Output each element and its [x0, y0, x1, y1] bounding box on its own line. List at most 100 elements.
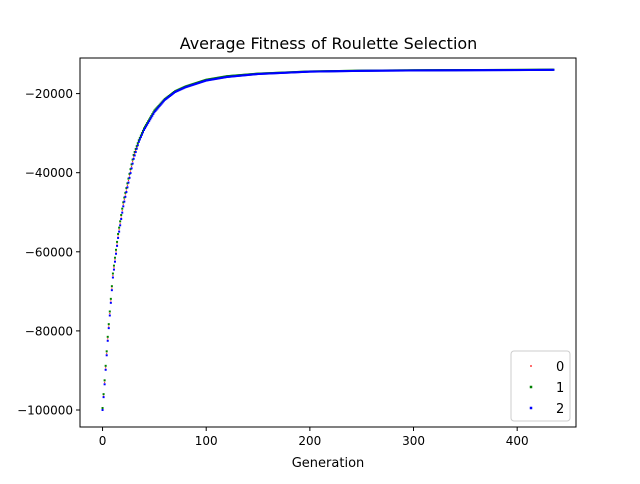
data-point — [530, 68, 533, 71]
data-point — [321, 70, 324, 73]
data-point — [178, 89, 181, 92]
data-point — [365, 69, 368, 72]
data-point — [122, 201, 125, 204]
data-point — [259, 72, 262, 75]
data-point — [503, 69, 506, 72]
data-point — [375, 69, 378, 72]
data-point — [377, 69, 380, 72]
data-point — [477, 69, 480, 72]
data-point — [111, 276, 114, 279]
y-tick-label: −20000 — [25, 87, 73, 101]
data-point — [128, 172, 131, 175]
data-point — [173, 91, 176, 94]
data-point — [120, 216, 122, 218]
data-point — [225, 75, 228, 78]
data-point — [331, 70, 334, 73]
data-point — [499, 69, 502, 72]
data-point — [509, 69, 512, 72]
data-point — [150, 116, 153, 119]
y-tick-label: −60000 — [25, 245, 73, 259]
data-point — [107, 338, 109, 340]
data-point — [453, 69, 456, 72]
data-point — [286, 71, 289, 74]
data-point — [344, 70, 347, 73]
data-point — [133, 154, 136, 157]
data-point — [475, 69, 478, 72]
data-point — [121, 207, 124, 210]
data-point — [177, 89, 180, 92]
data-point — [517, 69, 520, 72]
data-point — [326, 70, 329, 73]
data-point — [496, 69, 499, 72]
data-point — [431, 69, 434, 72]
data-point — [382, 69, 385, 72]
y-axis: −100000 −80000 −60000 −40000 −20000 — [17, 87, 80, 417]
data-point — [353, 69, 356, 72]
data-point — [412, 69, 415, 72]
data-point — [132, 161, 134, 163]
data-point — [432, 69, 435, 72]
data-point — [148, 118, 151, 121]
data-point — [476, 69, 479, 72]
data-point — [335, 70, 338, 73]
data-point — [271, 72, 274, 75]
data-point — [118, 229, 120, 231]
data-point — [226, 75, 229, 78]
data-point — [388, 69, 391, 72]
data-point — [123, 200, 126, 203]
data-point — [249, 73, 252, 76]
data-point — [108, 314, 111, 317]
data-point — [526, 69, 529, 72]
data-point — [549, 68, 552, 71]
data-point — [297, 71, 300, 74]
data-point — [130, 170, 132, 172]
data-point — [398, 69, 401, 72]
data-point — [346, 70, 349, 73]
data-point — [237, 74, 240, 77]
data-point — [548, 68, 551, 71]
data-point — [325, 70, 328, 73]
data-point — [368, 69, 371, 72]
data-point — [413, 69, 416, 72]
data-point — [438, 69, 441, 72]
data-point — [119, 224, 122, 227]
data-point — [255, 73, 258, 76]
data-point — [250, 73, 253, 76]
data-point — [552, 68, 555, 71]
data-point — [262, 72, 265, 75]
data-point — [510, 69, 513, 72]
data-point — [135, 147, 138, 150]
data-point — [117, 236, 120, 239]
data-point — [406, 69, 409, 72]
data-point — [409, 69, 412, 72]
data-point — [269, 72, 272, 75]
data-point — [541, 68, 544, 71]
data-point — [157, 106, 160, 109]
data-point — [266, 72, 269, 75]
data-point — [349, 70, 352, 73]
data-point — [114, 259, 116, 261]
data-point — [221, 76, 224, 79]
data-point — [492, 69, 495, 72]
data-point — [112, 275, 114, 277]
data-point — [246, 74, 249, 77]
data-point — [161, 101, 164, 104]
legend-marker — [529, 406, 533, 410]
data-point — [193, 83, 196, 86]
data-point — [322, 70, 325, 73]
data-point — [197, 81, 200, 84]
data-point — [281, 71, 284, 74]
data-point — [172, 92, 175, 95]
data-point — [148, 120, 151, 123]
data-point — [395, 69, 398, 72]
y-tick-label: −40000 — [25, 166, 73, 180]
data-point — [120, 214, 123, 217]
data-point — [319, 70, 322, 73]
data-point — [102, 396, 105, 399]
data-point — [247, 73, 250, 76]
data-point — [135, 150, 137, 152]
data-point — [139, 136, 142, 139]
data-point — [205, 79, 208, 82]
data-point — [119, 220, 122, 223]
